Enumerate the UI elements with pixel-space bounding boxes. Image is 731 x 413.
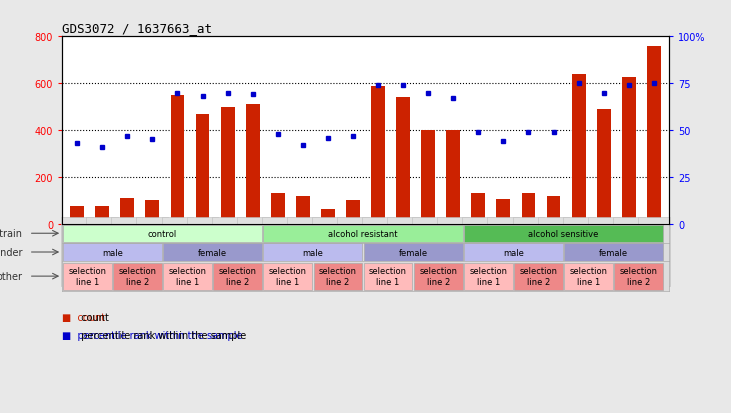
Text: selection
line 2: selection line 2 bbox=[118, 267, 156, 286]
Text: selection
line 1: selection line 1 bbox=[168, 267, 206, 286]
Bar bbox=[622, 78, 636, 224]
Text: GSM183991: GSM183991 bbox=[148, 228, 157, 275]
Bar bbox=[464, 244, 563, 261]
Text: ■  count: ■ count bbox=[62, 312, 105, 322]
Bar bbox=[421, 131, 435, 224]
Bar bbox=[564, 244, 663, 261]
Text: GSM184119: GSM184119 bbox=[624, 228, 633, 274]
Text: ■  percentile rank within the sample: ■ percentile rank within the sample bbox=[62, 330, 243, 340]
Bar bbox=[163, 263, 212, 290]
Text: GSM183888: GSM183888 bbox=[298, 228, 307, 274]
Text: selection
line 2: selection line 2 bbox=[620, 267, 658, 286]
Bar bbox=[63, 244, 162, 261]
Bar bbox=[314, 263, 363, 290]
Text: GSM184120: GSM184120 bbox=[649, 228, 659, 274]
Bar bbox=[647, 47, 661, 224]
Text: GSM183856: GSM183856 bbox=[198, 228, 207, 275]
Bar bbox=[346, 201, 360, 224]
Bar bbox=[564, 263, 613, 290]
Text: GSM183936: GSM183936 bbox=[374, 228, 382, 275]
Bar bbox=[371, 86, 385, 224]
Text: GSM183875: GSM183875 bbox=[574, 228, 583, 275]
Bar bbox=[70, 207, 84, 224]
Bar bbox=[121, 199, 135, 224]
Bar bbox=[263, 225, 463, 242]
Text: selection
line 2: selection line 2 bbox=[520, 267, 558, 286]
Text: other: other bbox=[0, 271, 23, 281]
Text: male: male bbox=[503, 248, 524, 257]
Text: GSM183989: GSM183989 bbox=[398, 228, 408, 275]
Bar bbox=[615, 263, 663, 290]
Text: GSM183993: GSM183993 bbox=[249, 228, 257, 275]
Bar bbox=[471, 194, 485, 224]
Bar bbox=[263, 263, 312, 290]
Text: selection
line 2: selection line 2 bbox=[219, 267, 257, 286]
Text: GSM183817: GSM183817 bbox=[173, 228, 182, 274]
Bar bbox=[113, 263, 162, 290]
Text: percentile rank within the sample: percentile rank within the sample bbox=[75, 330, 246, 340]
Text: selection
line 1: selection line 1 bbox=[569, 267, 607, 286]
Text: female: female bbox=[599, 248, 628, 257]
Text: control: control bbox=[148, 229, 177, 238]
Bar bbox=[271, 194, 284, 224]
Bar bbox=[296, 196, 310, 224]
Text: strain: strain bbox=[0, 229, 23, 239]
Bar bbox=[145, 201, 159, 224]
Text: GSM184124: GSM184124 bbox=[449, 228, 458, 274]
Bar bbox=[63, 225, 262, 242]
Bar bbox=[321, 209, 335, 224]
Bar bbox=[364, 244, 463, 261]
Bar bbox=[522, 194, 535, 224]
Text: selection
line 2: selection line 2 bbox=[419, 267, 457, 286]
Text: GSM183815: GSM183815 bbox=[72, 228, 82, 274]
Bar bbox=[246, 105, 260, 224]
Text: female: female bbox=[198, 248, 227, 257]
Text: GSM183992: GSM183992 bbox=[223, 228, 232, 275]
Text: GSM184122: GSM184122 bbox=[349, 228, 357, 274]
Bar bbox=[464, 263, 512, 290]
Text: GSM183858: GSM183858 bbox=[499, 228, 508, 274]
Bar bbox=[63, 263, 112, 290]
Text: selection
line 2: selection line 2 bbox=[319, 267, 357, 286]
Text: alcohol resistant: alcohol resistant bbox=[328, 229, 398, 238]
Bar bbox=[396, 98, 410, 224]
Bar bbox=[163, 244, 262, 261]
Bar bbox=[196, 114, 209, 224]
Text: female: female bbox=[398, 248, 428, 257]
Text: selection
line 1: selection line 1 bbox=[269, 267, 307, 286]
Bar bbox=[547, 196, 561, 224]
Bar bbox=[263, 244, 363, 261]
Bar bbox=[514, 263, 563, 290]
Text: GSM183886: GSM183886 bbox=[599, 228, 608, 274]
Text: GSM183994: GSM183994 bbox=[524, 228, 533, 275]
Text: selection
line 1: selection line 1 bbox=[68, 267, 106, 286]
Bar bbox=[213, 263, 262, 290]
Text: GSM183857: GSM183857 bbox=[474, 228, 482, 275]
Text: alcohol sensitive: alcohol sensitive bbox=[529, 229, 599, 238]
Bar bbox=[572, 75, 586, 224]
Text: GSM183990: GSM183990 bbox=[123, 228, 132, 275]
Bar bbox=[464, 225, 663, 242]
Text: GDS3072 / 1637663_at: GDS3072 / 1637663_at bbox=[62, 21, 212, 35]
Text: male: male bbox=[303, 248, 323, 257]
Text: GSM184121: GSM184121 bbox=[323, 228, 333, 274]
Text: GSM184123: GSM184123 bbox=[424, 228, 433, 274]
Text: GSM183887: GSM183887 bbox=[273, 228, 282, 274]
Bar bbox=[364, 263, 412, 290]
Text: gender: gender bbox=[0, 247, 23, 257]
Bar bbox=[447, 131, 460, 224]
Bar bbox=[414, 263, 463, 290]
Text: GSM184118: GSM184118 bbox=[549, 228, 558, 274]
Text: GSM183816: GSM183816 bbox=[98, 228, 107, 274]
Text: count: count bbox=[75, 312, 109, 322]
Text: selection
line 1: selection line 1 bbox=[469, 267, 507, 286]
Text: selection
line 1: selection line 1 bbox=[369, 267, 407, 286]
Bar bbox=[95, 207, 109, 224]
Bar bbox=[596, 110, 610, 224]
Text: male: male bbox=[102, 248, 123, 257]
Bar bbox=[170, 96, 184, 224]
Bar bbox=[221, 107, 235, 224]
Bar bbox=[496, 200, 510, 224]
